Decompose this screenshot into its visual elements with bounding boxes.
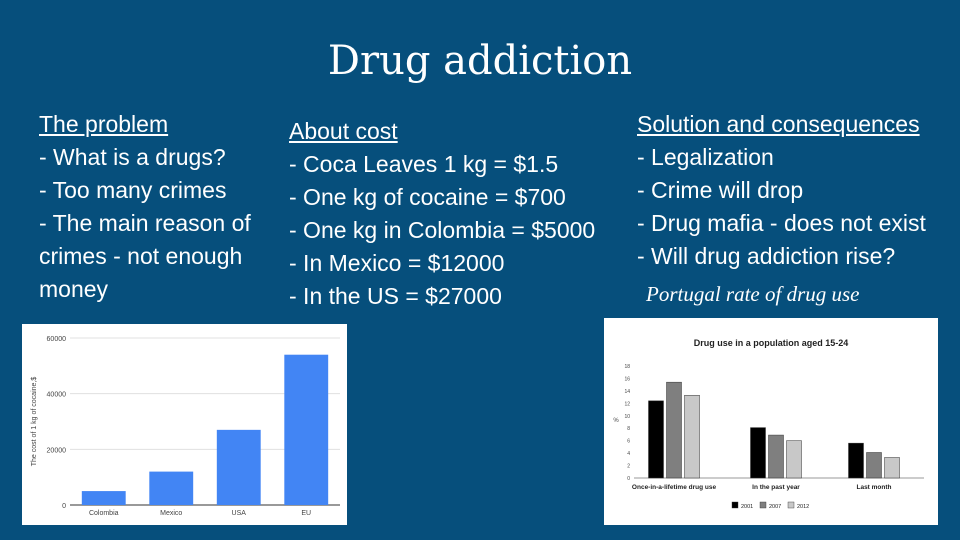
bar — [786, 440, 802, 479]
portugal-drug-use-chart-svg: Drug use in a population aged 15-24 0 2 4 6 8… — [613, 338, 924, 510]
legend-label: 2007 — [769, 504, 781, 510]
cocaine-cost-chart: 0 20000 40000 60000 Colombia Mexico USA EU The c… — [22, 324, 347, 525]
y-tick-label: 0 — [62, 503, 66, 510]
legend-label: 2012 — [797, 504, 809, 510]
cost-line: - In Mexico = $12000 — [289, 250, 505, 276]
solution-line: - Will drug addiction rise? — [637, 243, 896, 269]
bar — [284, 354, 329, 505]
legend-swatch — [731, 501, 739, 509]
bar — [81, 491, 126, 505]
legend-swatch — [759, 501, 767, 509]
solution-line: - Drug mafia - does not exist — [637, 210, 926, 236]
cost-line: - One kg of cocaine = $700 — [289, 184, 566, 210]
y-axis-label: % — [613, 418, 619, 424]
y-tick-label: 8 — [627, 426, 630, 432]
legend-label: 2001 — [741, 504, 753, 510]
problem-line: money — [39, 276, 109, 302]
problem-line: - The main reason of — [39, 210, 251, 236]
y-tick-label: 18 — [624, 364, 630, 370]
y-tick-label: 60000 — [47, 336, 67, 343]
bar — [216, 429, 261, 505]
y-tick-label: 4 — [627, 451, 630, 457]
x-tick-label: Colombia — [89, 510, 119, 517]
bar — [866, 452, 882, 479]
bar — [149, 471, 194, 505]
problem-line: - What is a drugs? — [39, 144, 226, 170]
bar — [684, 394, 700, 479]
y-tick-label: 16 — [624, 376, 630, 382]
y-tick-label: 6 — [627, 439, 630, 445]
cost-heading: About cost — [289, 118, 398, 144]
cost-line: - Coca Leaves 1 kg = $1.5 — [289, 151, 559, 177]
x-tick-label: Once-in-a-lifetime drug use — [632, 484, 717, 491]
cost-line: - In the US = $27000 — [289, 283, 502, 309]
bar — [750, 427, 766, 479]
problem-column: The problem - What is a drugs? - Too man… — [39, 108, 279, 306]
y-tick-label: 12 — [624, 401, 630, 407]
x-tick-label: EU — [301, 510, 311, 517]
y-tick-label: 20000 — [47, 447, 67, 454]
y-tick-label: 14 — [624, 389, 630, 395]
x-tick-label: In the past year — [752, 484, 800, 491]
cocaine-cost-chart-svg: 0 20000 40000 60000 Colombia Mexico USA EU The c… — [31, 336, 340, 517]
problem-line: - Too many crimes — [39, 177, 227, 203]
problem-line: crimes - not enough — [39, 243, 243, 269]
cost-column: About cost - Coca Leaves 1 kg = $1.5 - O… — [289, 115, 619, 313]
y-tick-label: 10 — [624, 414, 630, 420]
bar — [768, 434, 784, 479]
y-tick-label: 2 — [627, 464, 630, 470]
y-tick-label: 0 — [627, 476, 630, 482]
solution-column: Solution and consequences - Legalization… — [637, 108, 957, 273]
x-tick-label: Mexico — [160, 510, 182, 517]
bar — [884, 457, 900, 479]
bar — [648, 400, 664, 479]
chart-title: Drug use in a population aged 15-24 — [694, 338, 849, 348]
bar — [848, 442, 864, 479]
bar — [666, 381, 682, 479]
x-tick-label: Last month — [856, 484, 891, 491]
solution-heading: Solution and consequences — [637, 111, 920, 137]
y-axis-label: The cost of 1 kg of cocaine,$ — [31, 377, 38, 467]
solution-line: - Legalization — [637, 144, 774, 170]
x-tick-label: USA — [232, 510, 247, 517]
solution-line: - Crime will drop — [637, 177, 804, 203]
problem-heading: The problem — [39, 111, 169, 137]
cost-line: - One kg in Colombia = $5000 — [289, 217, 596, 243]
portugal-caption: Portugal rate of drug use — [646, 282, 860, 306]
slide-title: Drug addiction — [327, 38, 633, 84]
legend-swatch — [787, 501, 795, 509]
y-tick-label: 40000 — [47, 392, 67, 399]
portugal-drug-use-chart: Drug use in a population aged 15-24 0 2 4 6 8… — [604, 318, 938, 525]
